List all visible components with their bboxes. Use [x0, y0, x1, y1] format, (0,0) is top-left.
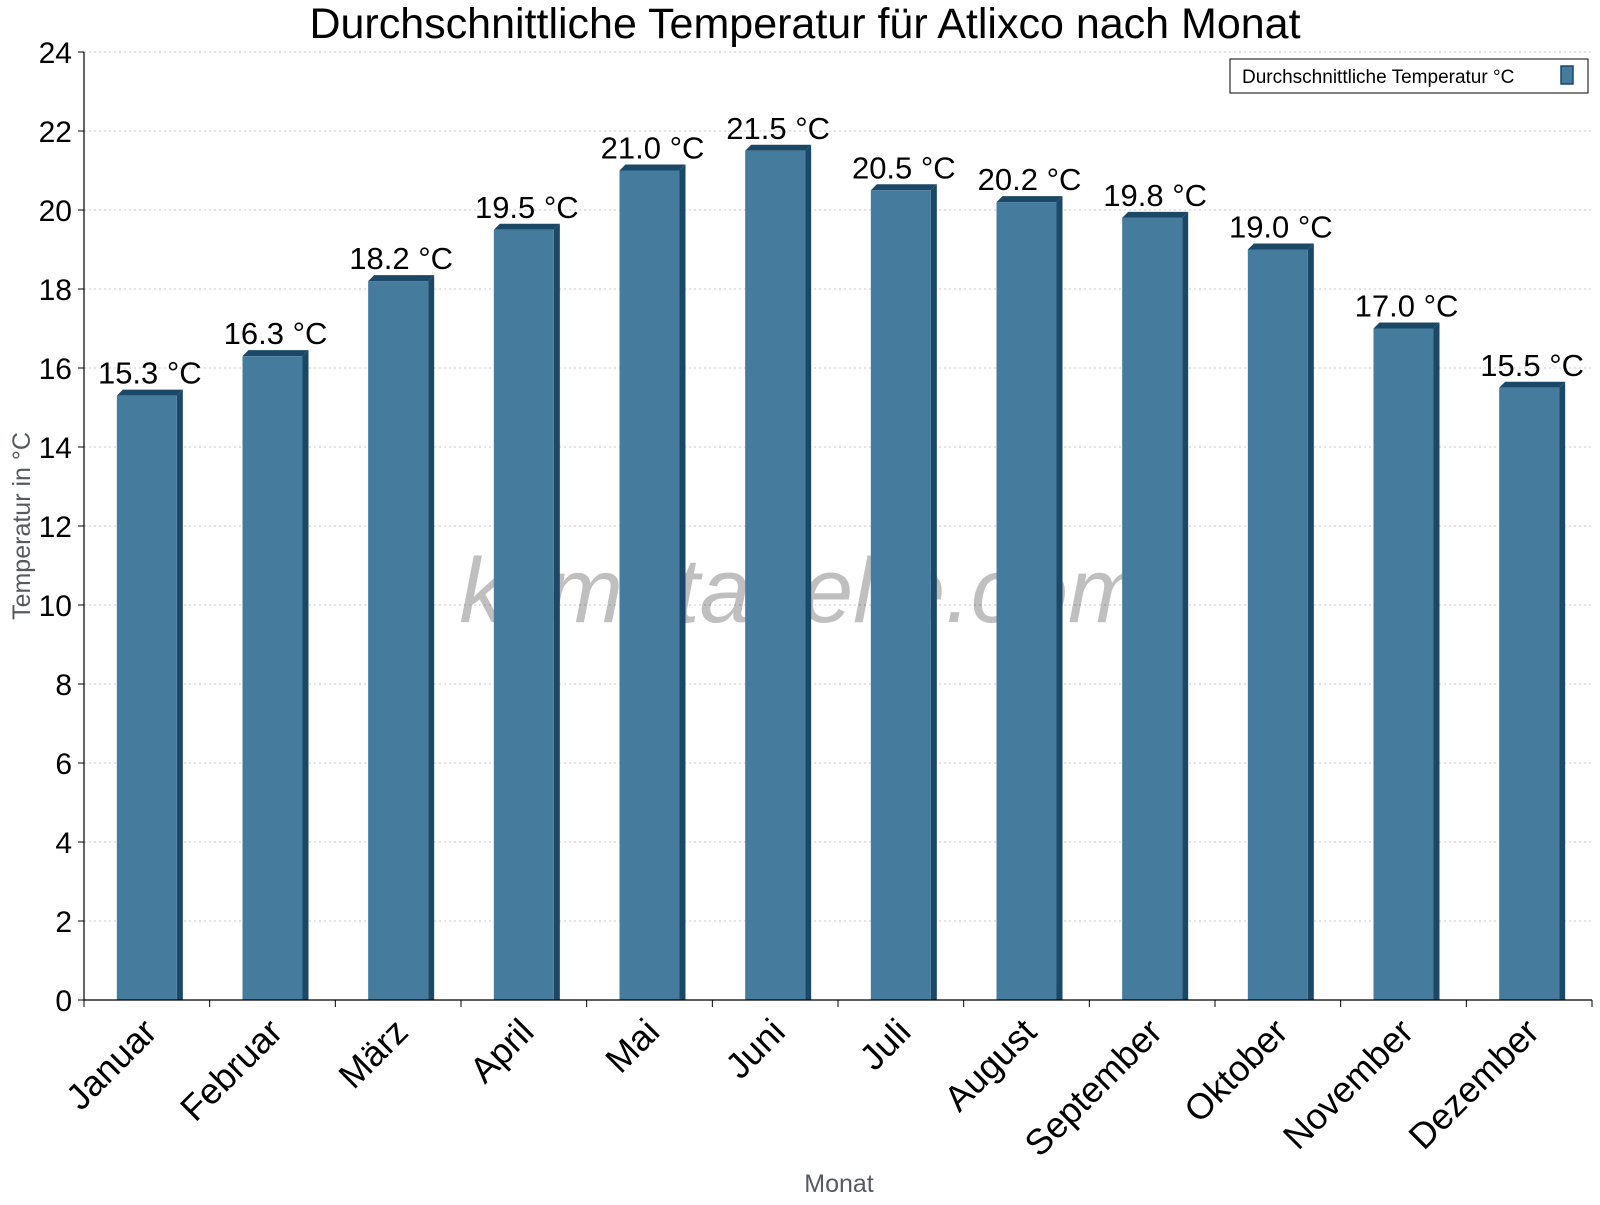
bar-top-11 — [1499, 381, 1566, 388]
bar-1 — [242, 350, 309, 1000]
bar-10 — [1373, 322, 1440, 1000]
y-tick-label-2: 4 — [55, 827, 72, 860]
bar-top-1 — [242, 350, 309, 357]
x-tick-label-3: April — [462, 1011, 542, 1091]
bar-side-1 — [302, 350, 309, 1000]
x-tick-label-11: Dezember — [1400, 1011, 1546, 1157]
bar-4 — [619, 164, 686, 1000]
bar-face-5 — [745, 150, 806, 1000]
chart-title: Durchschnittliche Temperatur für Atlixco… — [309, 0, 1300, 48]
bar-0 — [116, 389, 183, 1000]
bar-side-9 — [1307, 243, 1314, 1000]
bar-top-6 — [870, 184, 937, 191]
bar-side-10 — [1433, 322, 1440, 1000]
x-axis-label: Monat — [804, 1170, 874, 1198]
bar-7 — [996, 196, 1063, 1001]
x-tick-label-4: Mai — [597, 1011, 667, 1081]
bar-face-6 — [870, 190, 931, 1000]
x-tick-label-8: September — [1016, 1011, 1170, 1165]
x-tick-label-1: Februar — [172, 1011, 290, 1129]
bar-top-4 — [619, 164, 686, 171]
bar-top-7 — [996, 196, 1063, 203]
bar-face-8 — [1122, 217, 1183, 1000]
y-tick-label-4: 8 — [55, 669, 72, 702]
x-tick-label-7: August — [936, 1011, 1044, 1119]
x-tick-label-2: März — [330, 1011, 416, 1097]
bar-side-3 — [553, 223, 560, 1000]
data-label-2: 18.2 °C — [349, 241, 453, 276]
data-label-4: 21.0 °C — [601, 131, 705, 166]
y-tick-label-10: 20 — [39, 195, 72, 228]
bars — [116, 144, 1566, 1001]
bar-5 — [745, 144, 812, 1000]
data-label-3: 19.5 °C — [475, 190, 579, 225]
bar-face-9 — [1247, 249, 1308, 1000]
y-tick-label-11: 22 — [39, 116, 72, 149]
bar-top-0 — [116, 389, 183, 396]
bar-face-2 — [368, 281, 429, 1001]
data-label-8: 19.8 °C — [1103, 178, 1207, 213]
bar-top-8 — [1122, 211, 1189, 218]
bar-face-4 — [619, 170, 680, 1000]
y-tick-label-5: 10 — [39, 590, 72, 623]
data-label-9: 19.0 °C — [1229, 210, 1333, 245]
bar-labels: 15.3 °C 16.3 °C 18.2 °C 19.5 °C 21.0 °C 21.5 … — [98, 111, 1584, 391]
bar-face-0 — [116, 395, 177, 1000]
y-tick-label-6: 12 — [39, 511, 72, 544]
data-label-1: 16.3 °C — [224, 316, 328, 351]
bar-3 — [493, 223, 560, 1000]
bar-side-5 — [805, 144, 812, 1000]
bar-face-7 — [996, 202, 1057, 1001]
legend-label: Durchschnittliche Temperatur °C — [1242, 67, 1514, 88]
data-label-6: 20.5 °C — [852, 150, 956, 185]
bar-9 — [1247, 243, 1314, 1000]
x-tick-label-9: Oktober — [1176, 1011, 1296, 1131]
legend: Durchschnittliche Temperatur °C — [1229, 58, 1589, 94]
bar-side-4 — [679, 164, 686, 1000]
y-tick-label-3: 6 — [55, 748, 72, 781]
data-label-5: 21.5 °C — [726, 111, 830, 146]
bar-face-10 — [1373, 328, 1434, 1000]
y-axis-label: Temperatur in °C — [8, 432, 36, 620]
grid-lines — [84, 51, 1592, 922]
data-label-11: 15.5 °C — [1480, 348, 1584, 383]
bar-face-1 — [242, 356, 303, 1000]
x-ticks: Januar Februar März April Mai Juni Juli AugustS… — [58, 1000, 1593, 1165]
bar-side-7 — [1056, 196, 1063, 1001]
bar-side-2 — [428, 275, 435, 1001]
bar-top-2 — [368, 275, 435, 282]
x-tick-label-10: November — [1275, 1011, 1421, 1157]
y-tick-label-9: 18 — [39, 274, 72, 307]
y-tick-label-12: 24 — [39, 37, 72, 70]
data-label-0: 15.3 °C — [98, 356, 202, 391]
bar-11 — [1499, 381, 1566, 1000]
data-label-7: 20.2 °C — [978, 162, 1082, 197]
legend-box — [1229, 58, 1589, 94]
y-tick-label-8: 16 — [39, 353, 72, 386]
y-tick-label-0: 0 — [55, 985, 72, 1018]
legend-swatch — [1560, 65, 1574, 85]
bar-top-10 — [1373, 322, 1440, 329]
y-tick-label-7: 14 — [39, 432, 72, 465]
bar-8 — [1122, 211, 1189, 1000]
bar-side-6 — [930, 184, 937, 1000]
bar-top-5 — [745, 144, 812, 151]
x-tick-label-0: Januar — [58, 1011, 165, 1118]
y-tick-label-1: 2 — [55, 906, 72, 939]
bar-side-11 — [1559, 381, 1566, 1000]
bar-top-9 — [1247, 243, 1314, 250]
bar-side-8 — [1182, 211, 1189, 1000]
bar-top-3 — [493, 223, 560, 230]
data-label-10: 17.0 °C — [1355, 289, 1459, 324]
bar-6 — [870, 184, 937, 1000]
x-tick-label-5: Juni — [717, 1011, 793, 1087]
x-tick-label-6: Juli — [851, 1011, 918, 1078]
bar-side-0 — [176, 389, 183, 1000]
bar-face-11 — [1499, 387, 1560, 1000]
bar-face-3 — [493, 229, 554, 1000]
bar-2 — [368, 275, 435, 1001]
